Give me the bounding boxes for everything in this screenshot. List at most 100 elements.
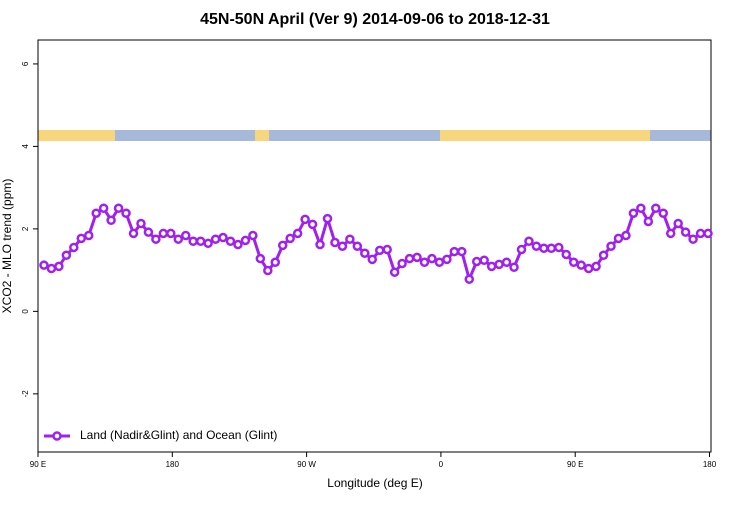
point	[636, 203, 646, 214]
land-strip	[255, 130, 269, 141]
x-tick-label: 180	[703, 460, 717, 469]
point	[628, 208, 639, 218]
point	[195, 236, 206, 247]
point	[583, 263, 594, 274]
point	[494, 259, 504, 270]
point	[598, 250, 609, 261]
point	[427, 253, 437, 264]
point	[61, 250, 72, 261]
point	[307, 219, 318, 230]
point	[658, 208, 668, 218]
x-tick-label: 90 E	[30, 460, 46, 469]
point	[643, 216, 654, 227]
point	[270, 257, 281, 268]
point	[412, 252, 422, 263]
point	[665, 228, 676, 239]
point	[91, 208, 101, 218]
y-tick-label: 4	[21, 144, 30, 149]
point	[695, 228, 706, 239]
y-tick-label: 0	[21, 309, 30, 314]
point	[158, 228, 169, 239]
point	[173, 234, 184, 244]
point	[680, 227, 691, 237]
point	[576, 260, 586, 270]
point	[703, 228, 713, 239]
point	[300, 214, 310, 225]
point	[315, 239, 325, 250]
point	[76, 233, 87, 244]
point	[143, 227, 154, 237]
land-strip	[38, 130, 115, 141]
point	[98, 203, 109, 214]
point	[352, 241, 363, 251]
map-strip	[38, 130, 711, 141]
point	[106, 215, 116, 225]
point	[337, 241, 348, 251]
point	[203, 238, 213, 249]
point	[397, 258, 407, 269]
plot-frame	[37, 39, 712, 453]
point	[651, 203, 661, 214]
point	[434, 257, 445, 268]
point	[606, 241, 616, 251]
point	[382, 244, 392, 255]
point	[225, 236, 236, 247]
point	[136, 218, 146, 229]
point	[46, 263, 57, 274]
point	[263, 265, 273, 276]
point	[69, 242, 79, 253]
point	[419, 257, 430, 268]
point	[404, 253, 415, 264]
point	[233, 239, 243, 250]
y-axis-label: XCO2 - MLO trend (ppm)	[0, 179, 14, 314]
point	[509, 262, 519, 272]
x-tick-label: 90 W	[297, 460, 316, 469]
point	[188, 236, 198, 247]
point	[255, 253, 266, 264]
y-tick-label: 6	[21, 61, 30, 66]
point	[516, 244, 527, 255]
y-tick-label: 2	[21, 226, 30, 231]
ocean-strip	[38, 130, 711, 141]
point	[322, 213, 333, 224]
x-axis-label: Longitude (deg E)	[327, 476, 422, 490]
point	[128, 228, 139, 239]
x-tick-label: 180	[166, 460, 180, 469]
legend-marker	[52, 431, 62, 441]
point	[121, 208, 131, 218]
point	[151, 234, 161, 244]
point	[479, 255, 489, 265]
point	[501, 257, 512, 268]
point	[486, 261, 497, 272]
point	[621, 230, 631, 241]
point	[54, 261, 64, 272]
point	[531, 241, 542, 251]
point	[457, 246, 467, 257]
point	[464, 274, 475, 284]
point	[210, 234, 221, 244]
point	[277, 240, 288, 251]
point	[568, 257, 579, 268]
point	[389, 267, 400, 277]
point	[471, 256, 482, 267]
y-tick-label: -2	[21, 390, 30, 398]
point	[240, 235, 251, 246]
point	[554, 242, 564, 253]
legend-label: Land (Nadir&Glint) and Ocean (Glint)	[80, 428, 277, 442]
point	[360, 248, 370, 258]
point	[83, 230, 94, 241]
point	[113, 203, 124, 214]
point	[374, 245, 385, 256]
point	[166, 228, 176, 239]
point	[180, 230, 191, 241]
point	[539, 243, 549, 254]
point	[561, 249, 572, 260]
point	[39, 260, 49, 270]
point	[330, 237, 340, 248]
point	[285, 233, 295, 244]
point	[292, 228, 303, 239]
point	[218, 232, 228, 243]
point	[367, 254, 378, 265]
point	[449, 246, 460, 257]
